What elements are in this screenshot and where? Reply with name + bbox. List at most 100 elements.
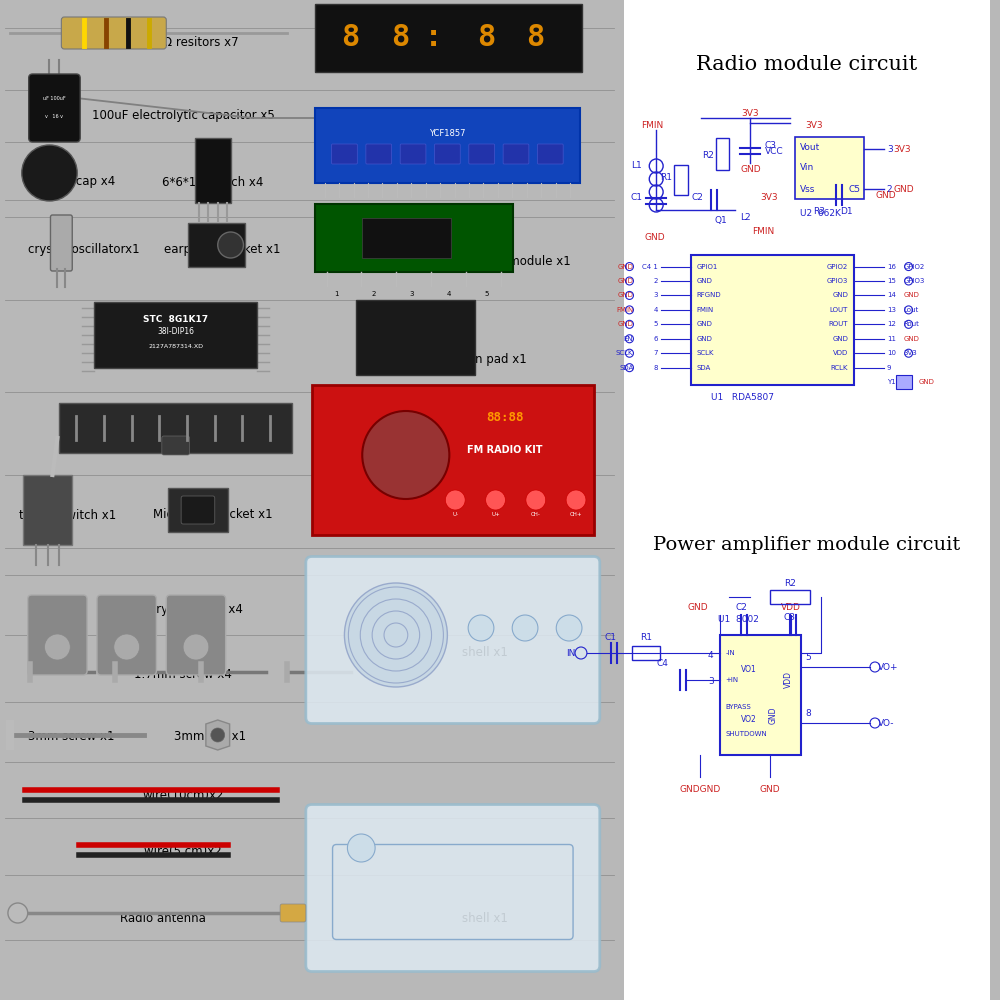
Text: button cap x4: button cap x4 (33, 176, 115, 188)
Text: 8: 8 (477, 23, 495, 52)
Text: 5: 5 (806, 652, 812, 662)
Text: 3V3: 3V3 (904, 350, 917, 356)
Text: 10: 10 (887, 350, 896, 356)
Text: GND: GND (687, 602, 708, 611)
Text: 8: 8 (341, 23, 360, 52)
Text: Power amplifier module circuit: Power amplifier module circuit (653, 536, 960, 554)
Text: 100uF electrolytic capacitor x5: 100uF electrolytic capacitor x5 (92, 108, 274, 121)
Text: -IN: -IN (725, 650, 735, 656)
Text: 5: 5 (485, 291, 489, 297)
Text: VO+: VO+ (878, 662, 898, 672)
Text: GND: GND (741, 165, 762, 174)
FancyBboxPatch shape (94, 302, 257, 368)
Text: 3: 3 (887, 144, 893, 153)
FancyBboxPatch shape (435, 144, 460, 164)
Text: microcontrollerx1: microcontrollerx1 (111, 334, 215, 347)
Text: C2: C2 (735, 602, 747, 611)
Text: 88:88: 88:88 (486, 411, 524, 424)
Circle shape (183, 634, 209, 660)
Text: 3V3: 3V3 (806, 120, 823, 129)
Text: 15: 15 (887, 278, 896, 284)
Circle shape (512, 615, 538, 641)
Text: Cotton pad x1: Cotton pad x1 (443, 354, 527, 366)
Text: Radio antenna: Radio antenna (120, 912, 206, 924)
Text: U1  8002: U1 8002 (718, 614, 758, 624)
Text: Rout: Rout (904, 321, 920, 327)
Text: FM RADIO KIT: FM RADIO KIT (467, 445, 543, 455)
Text: 16P IC socket: 16P IC socket (124, 424, 203, 436)
Text: VO2: VO2 (741, 716, 757, 724)
Text: 8002 Power amplifier module x1: 8002 Power amplifier module x1 (379, 255, 571, 268)
Text: SCLK: SCLK (697, 350, 714, 356)
Text: VDD: VDD (833, 350, 848, 356)
Text: 7: 7 (654, 350, 658, 356)
Text: 5: 5 (654, 321, 658, 327)
Text: GND: GND (876, 191, 897, 200)
FancyBboxPatch shape (356, 300, 475, 375)
Text: GND: GND (760, 784, 780, 794)
Text: CH+: CH+ (570, 512, 582, 518)
Text: C5: C5 (848, 184, 860, 194)
Text: earphone socket x1: earphone socket x1 (164, 243, 281, 256)
Text: GND: GND (697, 321, 713, 327)
Text: GNDGND: GNDGND (679, 784, 720, 794)
Text: 8: 8 (526, 23, 545, 52)
Text: U1   RDA5807: U1 RDA5807 (711, 393, 774, 402)
Text: 9: 9 (887, 365, 891, 371)
FancyBboxPatch shape (162, 436, 190, 455)
Circle shape (8, 903, 28, 923)
Text: VO1: VO1 (741, 666, 757, 674)
Text: 2: 2 (372, 291, 376, 297)
FancyBboxPatch shape (61, 17, 166, 49)
Text: Battery Shrapnel x4: Battery Shrapnel x4 (124, 603, 243, 616)
Text: shell x1: shell x1 (462, 646, 508, 658)
Text: 2: 2 (887, 184, 892, 194)
Text: IN: IN (566, 648, 576, 658)
FancyBboxPatch shape (29, 74, 80, 142)
Circle shape (45, 634, 70, 660)
Text: 3mm screw x1: 3mm screw x1 (28, 730, 115, 744)
Text: SHUTDOWN: SHUTDOWN (725, 731, 767, 737)
Text: 12: 12 (887, 321, 896, 327)
Text: C1: C1 (605, 633, 617, 642)
Text: GPIO3: GPIO3 (827, 278, 848, 284)
Text: +IN: +IN (725, 677, 739, 683)
FancyBboxPatch shape (315, 204, 513, 272)
Text: 4: 4 (654, 307, 658, 313)
Text: 3V3: 3V3 (741, 108, 759, 117)
Text: RCLK: RCLK (831, 365, 848, 371)
FancyBboxPatch shape (332, 144, 357, 164)
Text: FMIN: FMIN (752, 228, 774, 236)
Text: shell x1: shell x1 (462, 912, 508, 924)
Text: wire(10cm)x2: wire(10cm)x2 (142, 788, 224, 802)
Text: R2: R2 (784, 578, 796, 587)
Circle shape (566, 490, 586, 510)
Text: uF 100uF: uF 100uF (43, 96, 66, 101)
Text: U-: U- (452, 512, 458, 518)
Text: toggle switch x1: toggle switch x1 (19, 508, 116, 522)
Text: BYPASS: BYPASS (725, 704, 751, 710)
Text: VDD: VDD (781, 602, 801, 611)
Text: wire(5 cm)x2: wire(5 cm)x2 (144, 846, 222, 858)
Text: R3: R3 (814, 208, 826, 217)
Text: FMIN: FMIN (616, 307, 633, 313)
FancyBboxPatch shape (795, 137, 864, 199)
FancyBboxPatch shape (59, 403, 292, 453)
FancyBboxPatch shape (97, 595, 156, 675)
Circle shape (22, 145, 77, 201)
Text: Y1: Y1 (887, 379, 896, 385)
Text: 4: 4 (708, 650, 714, 660)
FancyBboxPatch shape (896, 375, 912, 389)
FancyBboxPatch shape (366, 144, 392, 164)
FancyBboxPatch shape (315, 107, 580, 182)
Text: Micro SUB socket x1: Micro SUB socket x1 (153, 508, 273, 522)
Circle shape (468, 615, 494, 641)
Circle shape (114, 634, 140, 660)
Text: C4: C4 (656, 660, 668, 669)
Circle shape (526, 490, 546, 510)
Text: :: : (428, 24, 439, 52)
Circle shape (211, 728, 225, 742)
Text: D1: D1 (840, 208, 853, 217)
Text: 4: 4 (447, 291, 452, 297)
Text: 3mm nut x1: 3mm nut x1 (174, 730, 246, 744)
